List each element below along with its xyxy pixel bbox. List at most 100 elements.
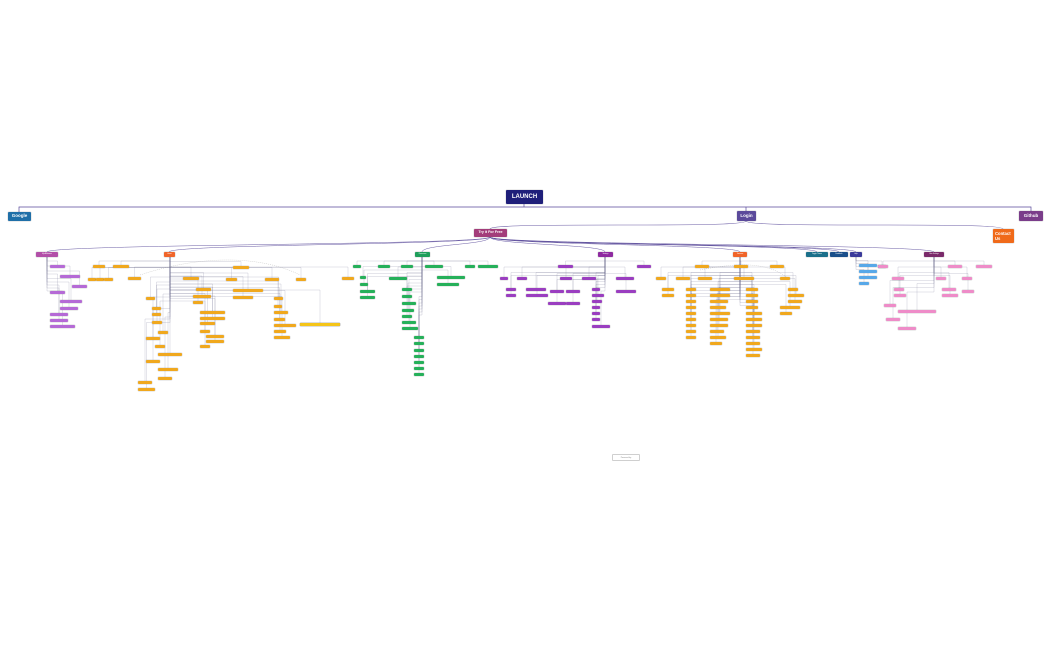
leaf-node[interactable]	[948, 265, 962, 268]
leaf-node[interactable]	[274, 324, 296, 327]
leaf-node[interactable]	[402, 315, 412, 318]
leaf-node[interactable]	[360, 276, 366, 279]
leaf-node[interactable]	[558, 265, 573, 268]
leaf-node[interactable]	[746, 288, 758, 291]
leaf-node[interactable]	[746, 312, 762, 315]
leaf-node[interactable]	[780, 306, 800, 309]
highlighted-leaf-node[interactable]	[300, 323, 340, 326]
leaf-node[interactable]	[710, 312, 730, 315]
leaf-node[interactable]	[746, 324, 762, 327]
leaf-node[interactable]	[686, 336, 696, 339]
branch-node-google[interactable]: Google	[8, 212, 31, 221]
leaf-node[interactable]	[274, 330, 286, 333]
leaf-node[interactable]	[50, 313, 68, 316]
leaf-node[interactable]	[942, 294, 958, 297]
leaf-node[interactable]	[113, 265, 129, 268]
leaf-node[interactable]	[892, 277, 904, 280]
leaf-node[interactable]	[414, 367, 424, 370]
leaf-node[interactable]	[746, 294, 758, 297]
leaf-node[interactable]	[414, 342, 424, 345]
leaf-node[interactable]	[402, 309, 414, 312]
leaf-node[interactable]	[402, 302, 416, 305]
leaf-node[interactable]	[859, 282, 869, 285]
leaf-node[interactable]	[200, 322, 215, 325]
node-contact-us[interactable]: Contact Us	[993, 229, 1014, 243]
leaf-node[interactable]	[414, 349, 424, 352]
leaf-node[interactable]	[146, 337, 160, 340]
section-node-my-affiliations[interactable]: My Affiliations	[36, 252, 58, 257]
leaf-node[interactable]	[746, 330, 760, 333]
leaf-node[interactable]	[93, 265, 105, 268]
leaf-node[interactable]	[894, 288, 904, 291]
leaf-node[interactable]	[582, 277, 596, 280]
leaf-node[interactable]	[50, 265, 65, 268]
leaf-node[interactable]	[50, 319, 68, 322]
leaf-node[interactable]	[200, 345, 210, 348]
leaf-node[interactable]	[962, 290, 974, 293]
root-node-launch[interactable]: LAUNCH	[506, 190, 543, 204]
leaf-node[interactable]	[770, 265, 784, 268]
leaf-node[interactable]	[976, 265, 992, 268]
leaf-node[interactable]	[710, 318, 728, 321]
leaf-node[interactable]	[158, 377, 172, 380]
leaf-node[interactable]	[936, 277, 946, 280]
leaf-node[interactable]	[206, 340, 224, 343]
leaf-node[interactable]	[710, 288, 730, 291]
leaf-node[interactable]	[788, 288, 798, 291]
leaf-node[interactable]	[437, 276, 465, 279]
section-node-toggle-theme[interactable]: Toggle Theme	[806, 252, 828, 257]
leaf-node[interactable]	[104, 278, 113, 281]
leaf-node[interactable]	[72, 285, 87, 288]
leaf-node[interactable]	[859, 270, 877, 273]
leaf-node[interactable]	[592, 325, 610, 328]
leaf-node[interactable]	[859, 264, 877, 267]
leaf-node[interactable]	[196, 288, 211, 291]
leaf-node[interactable]	[274, 336, 290, 339]
leaf-node[interactable]	[360, 296, 375, 299]
leaf-node[interactable]	[200, 330, 210, 333]
leaf-node[interactable]	[686, 312, 696, 315]
leaf-node[interactable]	[437, 283, 459, 286]
leaf-node[interactable]	[788, 294, 804, 297]
leaf-node[interactable]	[886, 318, 900, 321]
leaf-node[interactable]	[414, 355, 424, 358]
leaf-node[interactable]	[746, 336, 760, 339]
leaf-node[interactable]	[560, 277, 572, 280]
leaf-node[interactable]	[710, 324, 728, 327]
leaf-node[interactable]	[60, 307, 78, 310]
leaf-node[interactable]	[152, 321, 162, 324]
leaf-node[interactable]	[734, 277, 754, 280]
leaf-node[interactable]	[465, 265, 475, 268]
leaf-node[interactable]	[414, 361, 424, 364]
leaf-node[interactable]	[414, 373, 424, 376]
leaf-node[interactable]	[158, 353, 182, 356]
leaf-node[interactable]	[193, 301, 203, 304]
section-node-settings[interactable]: Settings	[598, 252, 613, 257]
leaf-node[interactable]	[637, 265, 651, 268]
leaf-node[interactable]	[695, 265, 709, 268]
leaf-node[interactable]	[550, 290, 564, 293]
leaf-node[interactable]	[592, 306, 600, 309]
leaf-node[interactable]	[686, 300, 696, 303]
leaf-node[interactable]	[656, 277, 666, 280]
leaf-node[interactable]	[146, 360, 160, 363]
leaf-node[interactable]	[401, 265, 413, 268]
leaf-node[interactable]	[402, 327, 418, 330]
leaf-node[interactable]	[592, 294, 604, 297]
leaf-node[interactable]	[898, 327, 916, 330]
leaf-node[interactable]	[616, 277, 634, 280]
leaf-node[interactable]	[746, 306, 758, 309]
leaf-node[interactable]	[592, 312, 600, 315]
leaf-node[interactable]	[676, 277, 690, 280]
leaf-node[interactable]	[962, 277, 972, 280]
leaf-node[interactable]	[60, 300, 82, 303]
leaf-node[interactable]	[233, 289, 263, 292]
leaf-node[interactable]	[662, 294, 674, 297]
leaf-node[interactable]	[662, 288, 674, 291]
leaf-node[interactable]	[500, 277, 508, 280]
leaf-node[interactable]	[152, 307, 161, 310]
leaf-node[interactable]	[274, 297, 283, 300]
section-node-feedback[interactable]: Feedback	[830, 252, 848, 257]
leaf-node[interactable]	[506, 288, 516, 291]
leaf-node[interactable]	[265, 278, 279, 281]
